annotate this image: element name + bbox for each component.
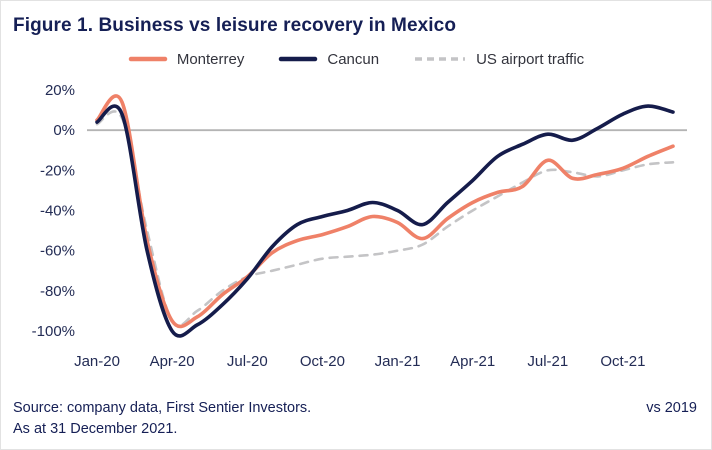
comparison-note: vs 2019: [646, 399, 697, 416]
y-tick-label: -100%: [32, 323, 75, 340]
x-tick-label: Jul-21: [527, 353, 568, 370]
legend-item-cancun: Cancun: [278, 51, 379, 68]
series-line-monterrey: [95, 93, 675, 328]
figure-footer: Source: company data, First Sentier Inve…: [13, 398, 697, 440]
cancun-line-swatch-icon: [279, 57, 318, 62]
y-tick-label: -20%: [40, 162, 75, 179]
x-tick-label: Jan-21: [375, 353, 421, 370]
y-tick-label: -40%: [40, 202, 75, 219]
line-chart: 20% 0% -20% -40% -60% -80% -100% Jan-20 Apr-20 Ju…: [32, 82, 687, 370]
legend-item-monterrey: Monterrey: [128, 50, 245, 68]
y-tick-label: 0%: [53, 122, 75, 139]
us-airport-traffic-dashed-swatch-icon: [415, 57, 466, 62]
legend-label-monterrey: Monterrey: [176, 50, 245, 68]
source-line-2: As at 31 December 2021.: [13, 420, 178, 437]
x-tick-label: Oct-20: [300, 353, 345, 370]
x-tick-label: Apr-20: [150, 353, 195, 370]
monterrey-line-swatch-icon: [128, 57, 168, 62]
x-tick-label: Jul-20: [227, 353, 268, 370]
legend-item-us-airport-traffic: US airport traffic: [413, 51, 584, 68]
figure-title: Figure 1. Business vs leisure recovery i…: [13, 15, 457, 36]
x-tick-label: Oct-21: [600, 353, 645, 370]
series-line-cancun: [95, 104, 675, 338]
legend-label-us-airport-traffic: US airport traffic: [476, 50, 585, 68]
x-tick-label: Jan-20: [74, 353, 120, 370]
x-tick-label: Apr-21: [450, 353, 495, 370]
y-tick-label: 20%: [45, 82, 75, 99]
source-line-1: Source: company data, First Sentier Inve…: [13, 399, 312, 416]
y-tick-label: -60%: [40, 242, 75, 259]
y-tick-label: -80%: [40, 283, 75, 300]
legend-label-cancun: Cancun: [327, 50, 380, 68]
chart-legend: Monterrey Cancun US airport traffic: [1, 51, 711, 68]
